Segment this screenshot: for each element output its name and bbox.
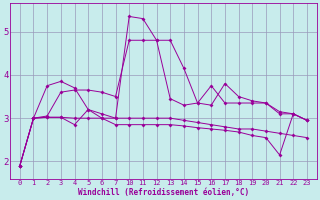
X-axis label: Windchill (Refroidissement éolien,°C): Windchill (Refroidissement éolien,°C) [78,188,249,197]
